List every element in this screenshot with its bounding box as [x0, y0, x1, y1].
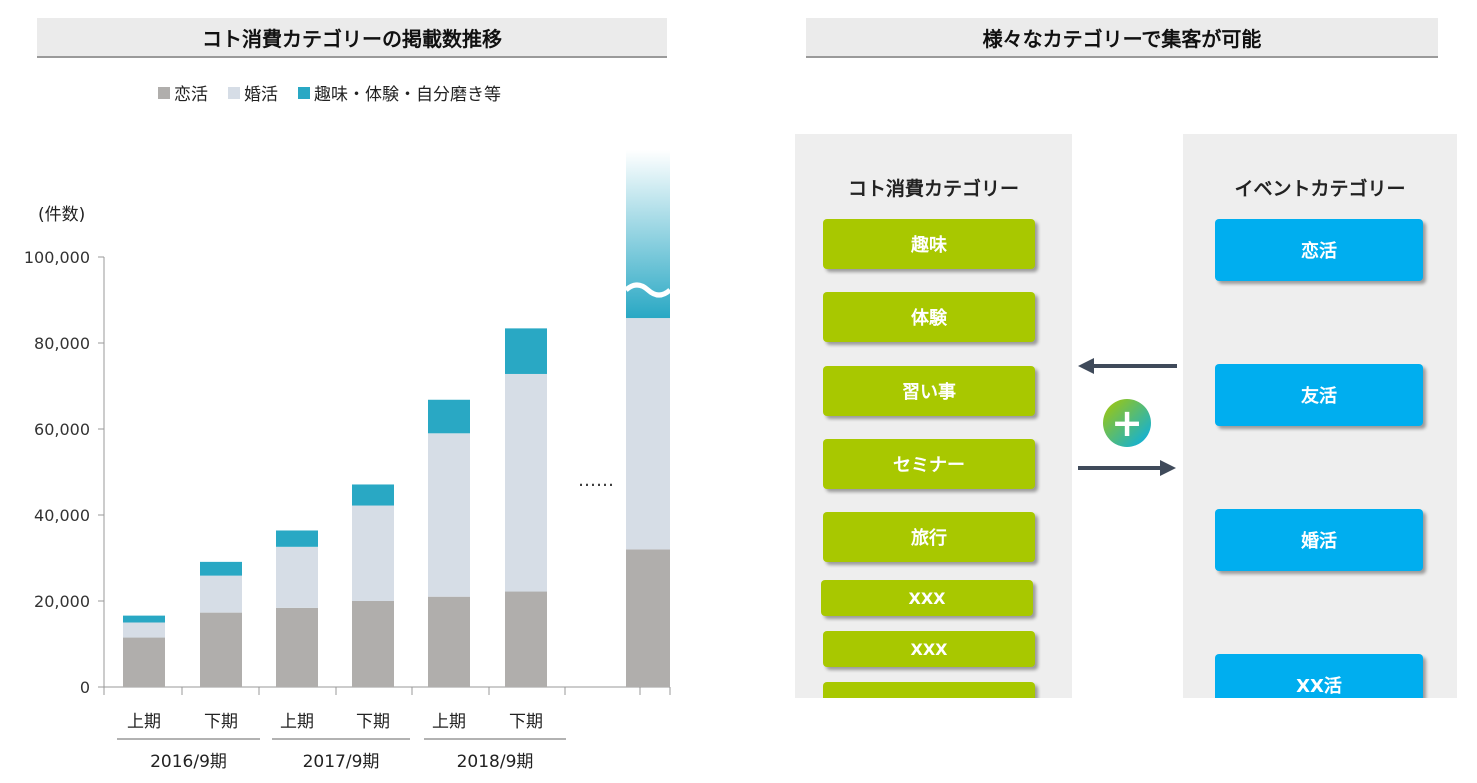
arrows	[1078, 358, 1177, 476]
y-tick-label: 80,000	[34, 334, 90, 353]
legend-label-renkatsu: 恋活	[174, 85, 208, 105]
bar-segment-hobby	[200, 561, 242, 576]
legend-label-hobby: 趣味・体験・自分磨き等	[314, 85, 501, 105]
categories-title: 様々なカテゴリーで集客が可能	[806, 18, 1438, 58]
bar-segment-hobby	[428, 399, 470, 434]
bar-segment-renkatsu	[428, 596, 470, 687]
koto-category-heading: コト消費カテゴリー	[847, 178, 1019, 200]
koto-item-seminar[interactable]: セミナー	[823, 439, 1035, 489]
event-category-list: 恋活 友活 婚活 XX活	[1183, 134, 1457, 698]
x-category-label: 上期	[280, 712, 314, 732]
bar-segment-hobby	[123, 615, 165, 623]
bar-segment-hobby	[352, 484, 394, 506]
legend-swatch-konkatsu	[228, 86, 240, 99]
bar-segment-konkatsu	[200, 575, 242, 613]
x-category-label: 上期	[127, 712, 161, 732]
koto-category-list: 趣味 体験 習い事 セミナー 旅行 XXX XXX	[795, 134, 1072, 698]
y-tick-label: 40,000	[34, 506, 90, 525]
y-tick-label: 60,000	[34, 420, 90, 439]
bar-segment-konkatsu	[428, 433, 470, 597]
bar-segment-renkatsu	[505, 591, 547, 687]
koto-item-experience[interactable]: 体験	[823, 292, 1035, 342]
event-item-renkatsu[interactable]: 恋活	[1215, 219, 1423, 281]
legend-item-hobby: 趣味・体験・自分磨き等	[298, 80, 501, 105]
stacked-bar-chart: (件数) 0 20,000 40,000 60,000 80,000 100,000 上期 下期…	[24, 150, 672, 772]
bar-segment-renkatsu	[626, 549, 670, 687]
y-tick-label: 100,000	[24, 248, 90, 267]
axis-break-marker	[624, 282, 672, 298]
bar-segment-konkatsu	[276, 546, 318, 608]
x-category-label: 下期	[509, 712, 543, 732]
bar-segment-renkatsu	[200, 612, 242, 687]
plus-icon: +	[1103, 399, 1151, 447]
legend-swatch-renkatsu	[158, 86, 170, 99]
koto-item-travel[interactable]: 旅行	[823, 512, 1035, 562]
arrow-left-icon	[1078, 358, 1177, 374]
koto-item-lessons[interactable]: 習い事	[823, 366, 1035, 416]
legend-item-renkatsu: 恋活	[158, 80, 208, 105]
y-axis-unit: (件数)	[38, 205, 85, 225]
event-item-konkatsu[interactable]: 婚活	[1215, 509, 1423, 571]
chart-ellipsis: ……	[578, 470, 614, 491]
bar-segment-hobby	[505, 328, 547, 374]
koto-item-xxx-1[interactable]: XXX	[821, 580, 1033, 616]
bar-segment-konkatsu	[505, 373, 547, 592]
koto-item-xxx-2[interactable]: XXX	[823, 631, 1035, 667]
x-group-label: 2018/9期	[457, 752, 534, 772]
bar-segment-hobby	[276, 530, 318, 547]
event-category-heading: イベントカテゴリー	[1234, 178, 1406, 200]
bar-segment-konkatsu	[626, 318, 670, 550]
event-item-xxkatsu[interactable]: XX活	[1215, 654, 1423, 698]
bar-segment-renkatsu	[352, 601, 394, 687]
y-tick-label: 0	[80, 678, 90, 697]
x-category-label: 上期	[432, 712, 466, 732]
x-category-label: 下期	[204, 712, 238, 732]
x-group-label: 2016/9期	[150, 752, 227, 772]
koto-item-hobby[interactable]: 趣味	[823, 219, 1035, 269]
chart-legend: 恋活 婚活 趣味・体験・自分磨き等	[158, 80, 521, 105]
bar-segment-konkatsu	[352, 505, 394, 601]
bar-segment-renkatsu	[123, 637, 165, 687]
y-tick-label: 20,000	[34, 592, 90, 611]
bar-segment-renkatsu	[276, 607, 318, 687]
x-group-label: 2017/9期	[303, 752, 380, 772]
chart-title: コト消費カテゴリーの掲載数推移	[37, 18, 667, 58]
legend-label-konkatsu: 婚活	[244, 85, 278, 105]
koto-item-partial[interactable]	[823, 682, 1035, 698]
x-category-label: 下期	[356, 712, 390, 732]
legend-item-konkatsu: 婚活	[228, 80, 278, 105]
event-item-tomokatsu[interactable]: 友活	[1215, 364, 1423, 426]
arrow-right-icon	[1078, 460, 1176, 476]
bar-segment-konkatsu	[123, 622, 165, 638]
legend-swatch-hobby	[298, 86, 310, 99]
